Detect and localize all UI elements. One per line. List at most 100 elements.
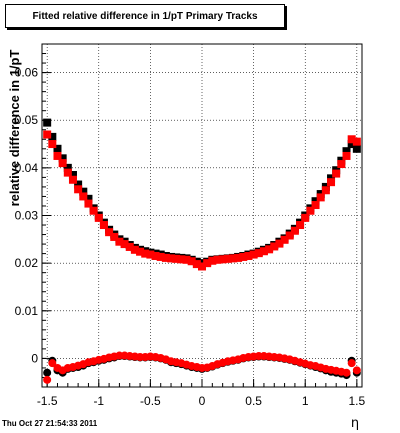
data-point [89,206,98,215]
data-point [311,201,320,210]
data-point [228,254,237,263]
y-tick-label: 0.06 [15,66,39,80]
y-tick-label: 0.05 [15,113,39,127]
data-point [265,245,274,254]
data-point [244,251,253,260]
data-point [347,140,356,149]
data-point [342,151,351,160]
data-point [43,118,52,127]
data-point [79,192,88,201]
data-point [327,178,336,187]
data-point [223,254,232,263]
data-point [58,154,67,163]
data-point [316,193,325,202]
data-point [347,135,356,144]
data-point [74,180,83,189]
y-tick-label: 0.01 [15,304,39,318]
data-point [146,250,155,259]
data-point [337,160,346,169]
data-point [182,255,191,264]
data-point [43,130,52,139]
y-tick-label: 0 [31,351,38,365]
data-point [306,206,315,215]
x-tick-label: 0.5 [245,394,262,408]
x-tick-label: -1.5 [37,394,58,408]
x-tick-label: 1.5 [348,394,365,408]
data-point [48,359,57,368]
y-tick-label: 0.02 [15,256,39,270]
data-point [167,254,176,263]
data-point [68,171,77,180]
data-point [125,242,134,251]
data-point [352,366,361,375]
chart-title: Fitted relative difference in 1/pT Prima… [32,10,258,22]
data-point [141,249,150,258]
data-point [218,255,227,264]
data-point [105,228,114,237]
data-point [332,169,341,178]
data-point [208,256,217,265]
data-point [53,151,62,160]
data-point [187,257,196,266]
data-point [177,255,186,264]
data-point [270,242,279,251]
data-point [249,250,258,259]
data-point [321,186,330,195]
y-tick-label: 0.03 [15,209,39,223]
data-point [259,247,268,256]
data-point [43,368,52,377]
data-point [342,368,351,377]
data-point [79,187,88,196]
x-tick-label: 0 [199,394,206,408]
data-point [63,168,72,177]
data-point [172,254,181,263]
data-point [352,137,361,146]
data-point [43,375,52,384]
data-point [213,255,222,264]
data-point [110,232,119,241]
data-point [48,140,57,149]
data-point [296,221,305,230]
data-point [63,163,72,172]
data-point [192,260,201,269]
data-point [280,235,289,244]
data-point [58,159,67,168]
data-point [203,259,212,268]
data-point [99,221,108,230]
data-point [352,144,361,153]
data-point [74,185,83,194]
x-tick-label: -1 [93,394,104,408]
data-point [234,253,243,262]
data-point [94,213,103,222]
data-point [254,249,263,258]
data-point [290,226,299,235]
timestamp-footer: Thu Oct 27 21:54:33 2011 [2,419,98,428]
data-markers [43,118,361,384]
chart-title-box: Fitted relative difference in 1/pT Prima… [5,4,285,28]
data-point [275,239,284,248]
data-point [239,252,248,261]
data-point [53,144,62,153]
data-point [136,247,145,256]
series-3 [43,351,361,384]
data-point [84,194,93,203]
data-point [84,199,93,208]
data-point [68,175,77,184]
data-point [347,359,356,368]
data-point [156,252,165,261]
data-point [120,240,129,249]
data-point [342,147,351,156]
y-tick-label: 0.04 [15,161,39,175]
data-point [301,213,310,222]
grid-lines [42,44,362,387]
data-point [130,245,139,254]
data-point [115,237,124,246]
x-tick-label: 1 [302,394,309,408]
series-1 [43,130,361,271]
axis-ticks: -1.5 -1 -0.5 0 0.5 1 1.5 0 0.01 0.02 0.03 0.04 0.05 0… [15,53,366,408]
x-axis-label: η [351,416,359,431]
data-point [151,251,160,260]
data-point [198,262,206,271]
y-axis-label: relative difference in 1/pT [7,50,22,207]
